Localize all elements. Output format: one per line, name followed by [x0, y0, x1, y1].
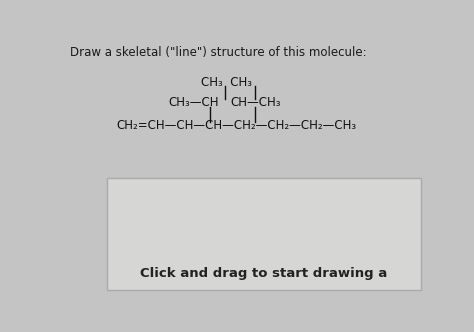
- Text: CH₂=CH—CH—CH—CH₂—CH₂—CH₂—CH₃: CH₂=CH—CH—CH—CH₂—CH₂—CH₂—CH₃: [116, 119, 356, 132]
- Text: CH—CH₃: CH—CH₃: [230, 96, 281, 109]
- Text: CH₃  CH₃: CH₃ CH₃: [201, 75, 252, 89]
- FancyBboxPatch shape: [107, 178, 421, 290]
- Text: Click and drag to start drawing a: Click and drag to start drawing a: [139, 267, 387, 280]
- Text: Draw a skeletal ("line") structure of this molecule:: Draw a skeletal ("line") structure of th…: [70, 46, 367, 59]
- Text: CH₃—CH: CH₃—CH: [168, 96, 219, 109]
